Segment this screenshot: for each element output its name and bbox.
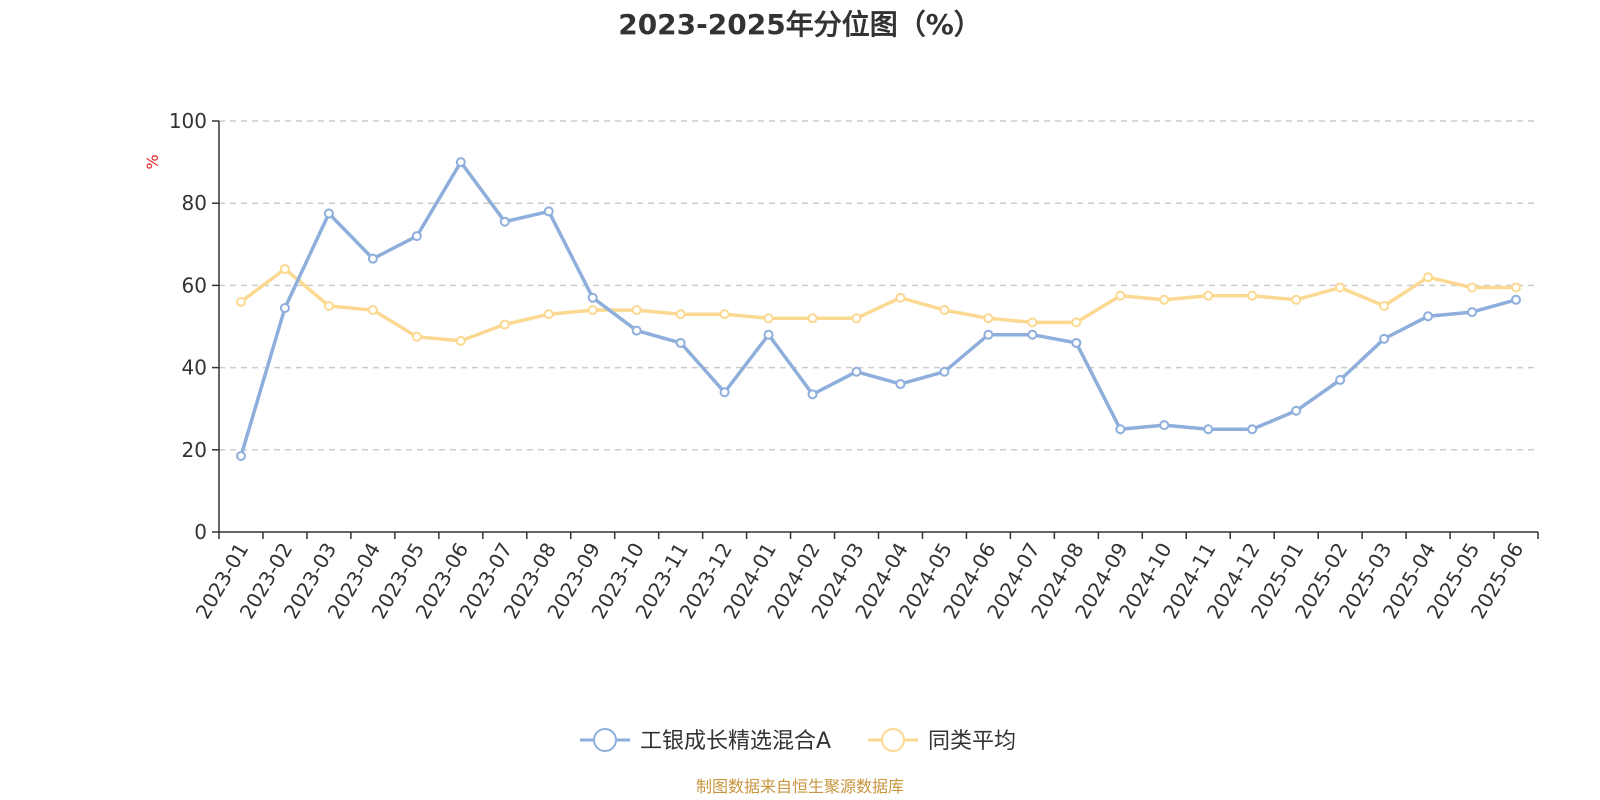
- y-tick-labels: 0 20 40 60 80 100: [169, 109, 207, 544]
- data-point: [939, 366, 950, 377]
- data-point: [499, 319, 510, 330]
- data-point: [1467, 282, 1478, 293]
- series-1: [235, 263, 1522, 346]
- data-point: [1071, 337, 1082, 348]
- data-point: [1159, 294, 1170, 305]
- data-point: [367, 253, 378, 264]
- data-point: [939, 305, 950, 316]
- series-0: [235, 157, 1522, 461]
- data-point: [807, 389, 818, 400]
- data-point: [763, 313, 774, 324]
- legend-item-0[interactable]: 工银成长精选混合A: [580, 728, 831, 754]
- legend[interactable]: 工银成长精选混合A 同类平均: [580, 728, 1016, 754]
- data-point: [1423, 311, 1434, 322]
- data-point: [455, 157, 466, 168]
- y-tick-label: 20: [182, 438, 207, 462]
- data-point: [675, 309, 686, 320]
- series-line: [239, 160, 1517, 457]
- data-point: [1423, 272, 1434, 283]
- data-point: [543, 206, 554, 217]
- data-point: [1071, 317, 1082, 328]
- x-tick-labels: 2023-012023-022023-032023-042023-052023-…: [191, 538, 1529, 622]
- data-point: [411, 231, 422, 242]
- data-point: [1247, 424, 1258, 435]
- data-point: [1379, 300, 1390, 311]
- data-point: [455, 335, 466, 346]
- data-point: [1291, 405, 1302, 416]
- y-tick-label: 80: [182, 191, 207, 215]
- legend-marker: [593, 728, 617, 752]
- data-point: [895, 292, 906, 303]
- data-point: [675, 337, 686, 348]
- data-point: [1247, 290, 1258, 301]
- data-point: [895, 379, 906, 390]
- data-point: [1159, 420, 1170, 431]
- data-point: [411, 331, 422, 342]
- series-lines: [235, 157, 1522, 461]
- data-point: [1379, 333, 1390, 344]
- y-tick-label: 100: [169, 109, 207, 133]
- data-point: [983, 329, 994, 340]
- data-point: [631, 305, 642, 316]
- data-point: [279, 303, 290, 314]
- chart-title: 2023-2025年分位图（%）: [618, 8, 982, 41]
- legend-item-1[interactable]: 同类平均: [868, 728, 1016, 754]
- data-point: [1291, 294, 1302, 305]
- legend-label: 同类平均: [928, 729, 1016, 754]
- data-point: [763, 329, 774, 340]
- data-point: [1335, 374, 1346, 385]
- series-line: [239, 267, 1516, 343]
- data-point: [499, 216, 510, 227]
- data-point: [587, 292, 598, 303]
- data-point: [719, 309, 730, 320]
- data-point: [1467, 307, 1478, 318]
- data-point: [1115, 424, 1126, 435]
- data-point: [851, 313, 862, 324]
- legend-label: 工银成长精选混合A: [640, 729, 831, 754]
- data-point: [279, 263, 290, 274]
- y-tick-label: 40: [182, 356, 207, 380]
- data-point: [807, 313, 818, 324]
- y-tick-label: 60: [182, 273, 207, 297]
- data-point: [1511, 282, 1522, 293]
- data-point: [323, 300, 334, 311]
- data-point: [1027, 317, 1038, 328]
- data-point: [983, 313, 994, 324]
- data-point: [323, 208, 334, 219]
- data-point: [235, 450, 246, 461]
- data-point: [1027, 329, 1038, 340]
- data-point: [1203, 424, 1214, 435]
- data-point: [367, 305, 378, 316]
- y-axis-label: %: [143, 154, 162, 169]
- data-point: [719, 387, 730, 398]
- data-point: [1115, 290, 1126, 301]
- data-point: [543, 309, 554, 320]
- data-point: [235, 296, 246, 307]
- data-point: [1511, 294, 1522, 305]
- y-tick-label: 0: [194, 520, 207, 544]
- data-point: [1203, 290, 1214, 301]
- data-point: [587, 305, 598, 316]
- axes: [212, 120, 1539, 539]
- source-note: 制图数据来自恒生聚源数据库: [696, 777, 904, 796]
- data-point: [851, 366, 862, 377]
- legend-marker: [881, 728, 905, 752]
- data-point: [631, 325, 642, 336]
- data-point: [1335, 282, 1346, 293]
